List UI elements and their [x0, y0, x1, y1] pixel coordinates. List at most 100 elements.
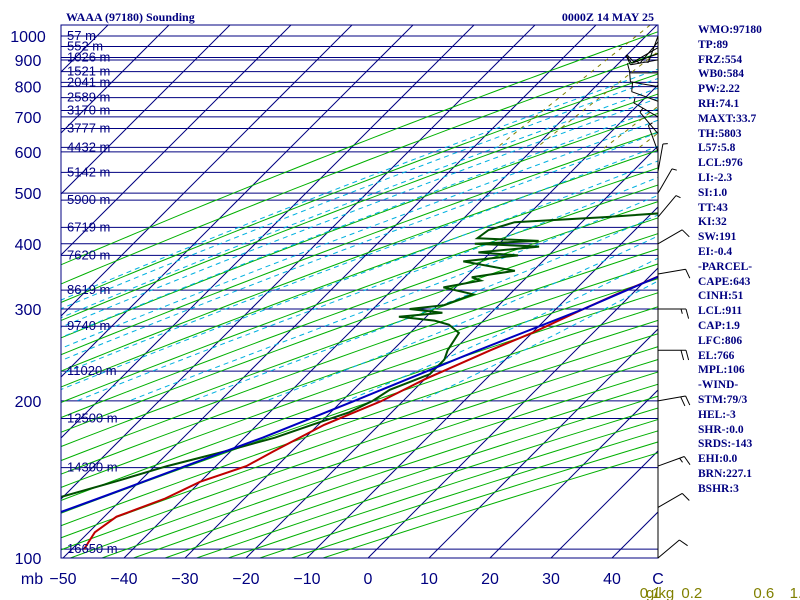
wind-barb-flag: [626, 63, 631, 74]
moist-adiabat: [61, 160, 658, 391]
height-level-label: 8619 m: [67, 282, 110, 297]
wind-barb-flag: [681, 493, 690, 501]
height-level-label: 11020 m: [67, 363, 117, 378]
index-item: LCL:976: [698, 157, 743, 170]
mixing-ratio-label: 0.6: [753, 585, 774, 600]
wind-barb-flag: [633, 97, 636, 104]
height-level-label: 6719 m: [67, 219, 110, 234]
height-level-label: 1026 m: [67, 49, 110, 64]
isotherm-line: [550, 450, 658, 558]
index-item: SW:191: [698, 231, 737, 244]
pressure-tick-label: 200: [15, 394, 42, 411]
wind-barb: [657, 456, 685, 467]
dewpoint-profile: [61, 212, 658, 498]
isotherm-line: [123, 25, 658, 558]
parcel-profile: [61, 275, 658, 514]
mixing-ratio-label: 0.2: [681, 585, 702, 600]
moist-adiabat: [61, 87, 658, 319]
isotherm-line: [489, 389, 658, 558]
dry-adiabat: [61, 248, 658, 462]
mixing-ratio-unit-label: g/kg: [646, 585, 674, 600]
index-item: LFC:806: [698, 334, 743, 347]
mixing-ratio-line: [496, 25, 651, 149]
temperature-tick-label: −20: [232, 571, 259, 588]
dry-adiabat: [61, 112, 658, 339]
wind-barb: [657, 539, 680, 559]
dry-adiabat: [61, 217, 658, 433]
isotherm-line: [61, 25, 170, 134]
index-item: HEL:-3: [698, 408, 736, 421]
height-level-label: 1521 m: [67, 64, 110, 79]
temperature-tick-label: 20: [481, 571, 499, 588]
height-level-label: 14300 m: [67, 460, 118, 475]
index-item: STM:79/3: [698, 393, 748, 406]
pressure-tick-label: 400: [15, 237, 42, 254]
dry-adiabat: [61, 292, 658, 501]
wind-barb-flag: [680, 350, 685, 361]
index-item: EL:766: [698, 349, 735, 362]
moist-adiabat: [191, 214, 658, 402]
wind-barb: [657, 168, 673, 194]
isotherm-line: [61, 25, 292, 256]
dry-adiabat: [61, 263, 658, 475]
dry-adiabat: [61, 278, 658, 488]
temperature-tick-label: 10: [420, 571, 438, 588]
sounding-profiles: [61, 212, 658, 550]
wind-barb: [657, 492, 683, 508]
wind-barb: [657, 143, 664, 172]
wind-barb-flag: [685, 395, 691, 406]
wind-barb-flag: [675, 195, 681, 199]
moist-adiabat: [61, 132, 658, 362]
height-level-label: 16650 m: [67, 541, 118, 556]
wind-barb-flag: [680, 396, 686, 407]
chart-grid: [61, 25, 658, 558]
moist-adiabat: [61, 68, 658, 301]
height-level-label: 552 m: [67, 39, 103, 54]
wind-barb-flag: [648, 122, 653, 126]
wind-barb: [631, 91, 659, 102]
wind-barb-flag: [679, 457, 683, 463]
index-item: EHI:0.0: [698, 453, 738, 466]
wind-barb: [657, 195, 677, 218]
height-level-label: 2041 m: [67, 74, 110, 89]
pressure-tick-label: 900: [15, 53, 42, 70]
wind-barb-flag: [685, 308, 690, 319]
isotherm-line: [61, 25, 353, 317]
wind-barb: [630, 59, 659, 66]
index-item: SI:1.0: [698, 186, 728, 199]
index-item: TH:5803: [698, 127, 742, 140]
isotherm-line: [61, 25, 414, 378]
temperature-tick-label: 30: [542, 571, 560, 588]
moist-adiabat: [61, 108, 658, 338]
isotherm-line: [61, 25, 475, 439]
height-level-label: 7620 m: [67, 247, 110, 262]
temperature-tick-label: 0: [364, 571, 373, 588]
wind-barb-flag: [685, 268, 691, 279]
wind-barb-flag: [671, 168, 677, 171]
wind-barb-flag: [679, 539, 688, 547]
wind-barb: [633, 47, 659, 63]
wind-barb: [657, 268, 686, 275]
height-level-label: 5142 m: [67, 164, 110, 179]
index-item: MPL:106: [698, 364, 745, 377]
isotherm-line: [61, 25, 231, 195]
mixing-ratio-label: 0.1: [640, 585, 661, 600]
index-item: LI:-2.3: [698, 171, 733, 184]
dry-adiabat: [61, 201, 658, 419]
moist-adiabat: [61, 97, 658, 328]
wind-barb-flag: [683, 456, 691, 465]
height-level-label: 4432 m: [67, 139, 110, 154]
index-item: EI:-0.4: [698, 245, 733, 258]
wind-barb-flag: [626, 54, 635, 63]
moist-adiabat: [61, 119, 658, 349]
wind-barb: [630, 81, 659, 88]
index-item: SRDS:-143: [698, 438, 753, 451]
index-item: L57:5.8: [698, 142, 736, 155]
wind-barb: [647, 125, 659, 153]
height-level-label: 57 m: [67, 28, 96, 43]
dry-adiabat: [61, 149, 658, 372]
pressure-tick-label: 300: [15, 302, 42, 319]
height-level-label: 2589 m: [67, 90, 110, 105]
dry-adiabat: [61, 319, 658, 527]
index-item: WB0:584: [698, 68, 744, 81]
